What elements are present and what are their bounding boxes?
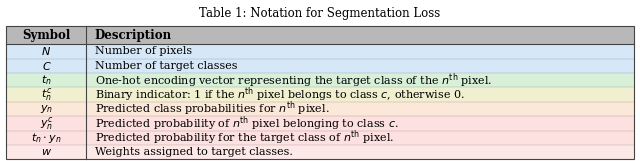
Text: $y_n$: $y_n$ <box>40 103 53 115</box>
Text: $w$: $w$ <box>41 147 52 157</box>
Bar <box>6 59 634 73</box>
Text: $C$: $C$ <box>42 60 51 72</box>
Text: Predicted class probabilities for $n^{\mathrm{th}}$ pixel.: Predicted class probabilities for $n^{\m… <box>95 100 330 118</box>
Text: $N$: $N$ <box>42 45 51 57</box>
Text: Binary indicator: 1 if the $n^{\mathrm{th}}$ pixel belongs to class $c$, otherwi: Binary indicator: 1 if the $n^{\mathrm{t… <box>95 85 465 104</box>
Text: Predicted probability for the target class of $n^{\mathrm{th}}$ pixel.: Predicted probability for the target cla… <box>95 128 394 147</box>
Bar <box>6 26 634 159</box>
Text: $t_n$: $t_n$ <box>41 73 52 87</box>
Bar <box>6 44 634 59</box>
Bar <box>6 73 634 87</box>
Text: $t_n \cdot y_n$: $t_n \cdot y_n$ <box>31 131 61 145</box>
Text: Weights assigned to target classes.: Weights assigned to target classes. <box>95 147 292 157</box>
Text: Table 1: Notation for Segmentation Loss: Table 1: Notation for Segmentation Loss <box>200 7 440 20</box>
Bar <box>6 116 634 131</box>
Text: One-hot encoding vector representing the target class of the $n^{\mathrm{th}}$ p: One-hot encoding vector representing the… <box>95 71 492 90</box>
Text: $t_n^c$: $t_n^c$ <box>41 86 52 103</box>
Bar <box>6 87 634 102</box>
Bar <box>6 26 634 44</box>
Text: Number of pixels: Number of pixels <box>95 47 192 57</box>
Text: Predicted probability of $n^{\mathrm{th}}$ pixel belonging to class $c$.: Predicted probability of $n^{\mathrm{th}… <box>95 114 398 133</box>
Bar <box>6 102 634 116</box>
Bar <box>6 131 634 145</box>
Bar <box>6 145 634 159</box>
Text: Symbol: Symbol <box>22 28 70 42</box>
Text: $y_n^c$: $y_n^c$ <box>40 115 53 132</box>
Text: Number of target classes: Number of target classes <box>95 61 237 71</box>
Text: Description: Description <box>95 28 172 42</box>
